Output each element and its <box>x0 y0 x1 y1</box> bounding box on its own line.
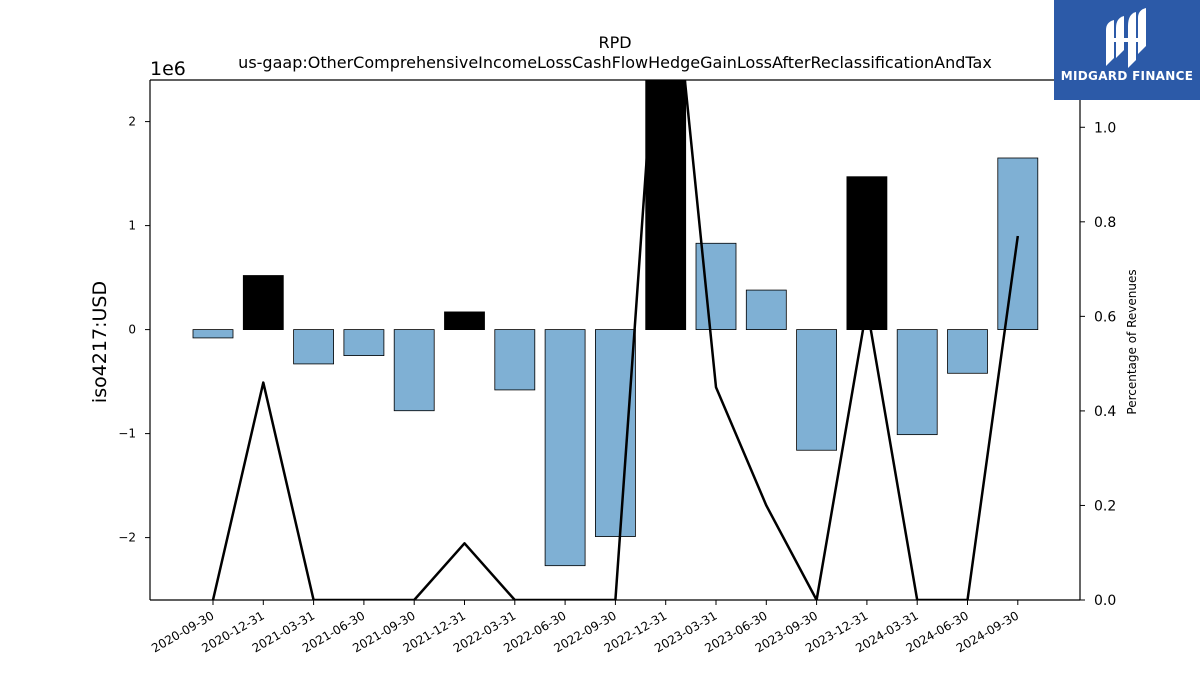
bar <box>896 329 938 436</box>
bar <box>645 80 687 331</box>
bar <box>796 329 837 451</box>
y-tick-label: −2 <box>118 531 136 545</box>
bar <box>846 176 888 331</box>
y-tick-label: 1 <box>128 219 136 233</box>
brand-logo: MIDGARD FINANCE <box>1054 0 1200 100</box>
y2-tick-label: 0.8 <box>1094 215 1116 231</box>
y-tick-label: 0 <box>128 323 136 337</box>
brand-name: MIDGARD FINANCE <box>1060 69 1194 83</box>
bar <box>192 329 234 339</box>
bar-group <box>192 80 1039 567</box>
chart-title: RPD <box>598 33 631 52</box>
y-axis-label: iso4217:USD <box>89 281 111 403</box>
y2-axis-label: Percentage of Revenues <box>1125 269 1139 414</box>
bar <box>544 329 586 567</box>
y2-tick-label: 0.4 <box>1094 404 1116 420</box>
pct-line-group <box>211 80 1020 600</box>
bar <box>293 329 335 365</box>
bar <box>444 311 485 331</box>
y-axis-offset-label: 1e6 <box>150 58 186 80</box>
bar <box>343 329 385 357</box>
bar <box>947 329 988 374</box>
bar <box>242 275 284 330</box>
bar <box>393 329 435 412</box>
bar <box>595 329 636 537</box>
pct-revenues-line <box>211 80 1020 600</box>
y2-tick-label: 1.0 <box>1094 120 1116 136</box>
chart-subtitle: us-gaap:OtherComprehensiveIncomeLossCash… <box>238 53 992 72</box>
midgard-logo-icon <box>1106 8 1146 68</box>
bar <box>745 289 787 330</box>
y2-tick-label: 0.0 <box>1094 593 1116 609</box>
bar <box>494 329 536 391</box>
y2-tick-label: 0.2 <box>1094 498 1116 514</box>
y-tick-label: −1 <box>118 427 136 441</box>
y2-tick-label: 0.6 <box>1094 309 1116 325</box>
y-tick-label: 2 <box>128 115 136 129</box>
